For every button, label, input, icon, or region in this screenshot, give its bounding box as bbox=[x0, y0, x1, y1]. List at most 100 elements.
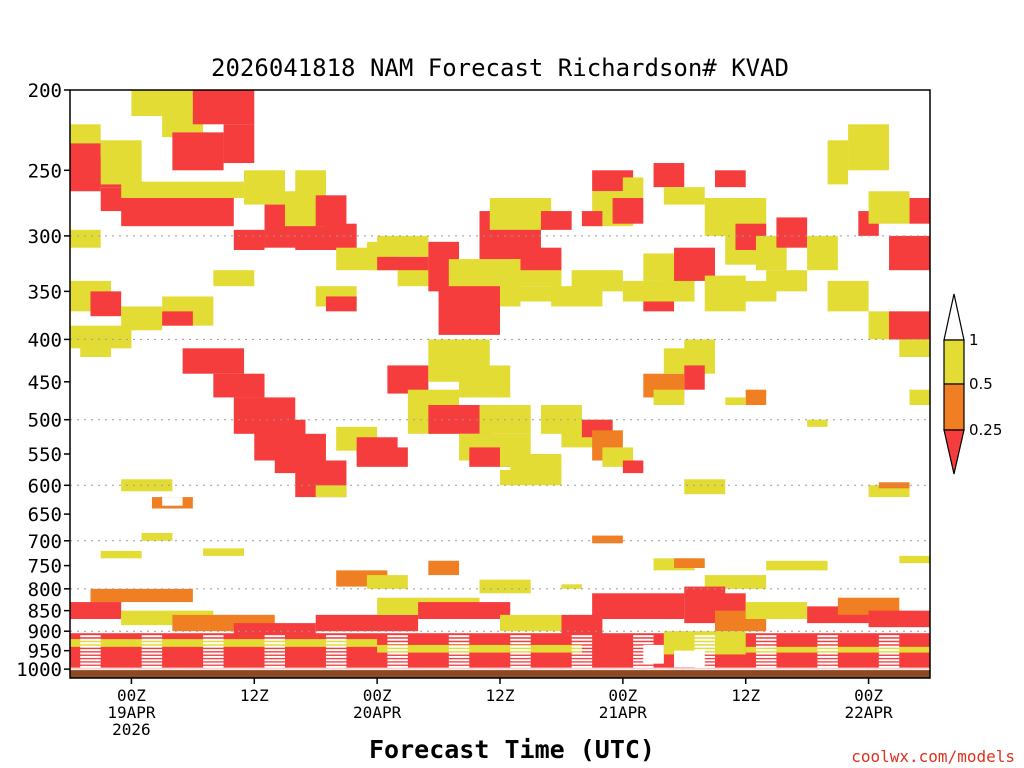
heatmap-cell bbox=[244, 170, 285, 205]
heatmap-cell-gap bbox=[510, 642, 531, 645]
x-tick-label: 00Z bbox=[363, 686, 392, 705]
heatmap-cell-gap bbox=[203, 659, 224, 662]
heatmap-cell-gap bbox=[80, 655, 101, 658]
heatmap-cell-gap bbox=[325, 659, 347, 662]
y-tick-label: 700 bbox=[28, 531, 62, 553]
heatmap-cell bbox=[622, 177, 644, 198]
heatmap-cell-gap bbox=[264, 665, 285, 668]
heatmap-cell bbox=[182, 348, 245, 374]
heatmap-cell bbox=[909, 389, 930, 406]
heatmap-cell-gap bbox=[80, 665, 101, 668]
heatmap-cell bbox=[848, 124, 890, 171]
heatmap-cell-gap bbox=[633, 638, 654, 641]
heatmap-cell-gap bbox=[817, 638, 838, 641]
heatmap-cell-gap bbox=[448, 645, 470, 648]
heatmap-cell-gap bbox=[571, 665, 593, 668]
heatmap-cell-gap bbox=[694, 649, 715, 652]
heatmap-cell-gap bbox=[510, 638, 531, 641]
heatmap-cell-gap bbox=[878, 655, 900, 658]
heatmap-cell-gap bbox=[878, 642, 900, 645]
heatmap-cell-gap bbox=[387, 649, 408, 652]
heatmap-cell bbox=[438, 286, 500, 335]
heatmap-cell bbox=[510, 453, 562, 486]
heatmap-cell-gap bbox=[448, 659, 470, 662]
heatmap-cell-gap bbox=[448, 665, 470, 668]
heatmap-cell-gap bbox=[325, 652, 347, 655]
heatmap-cell-clear bbox=[70, 667, 930, 669]
heatmap-cell-gap bbox=[325, 635, 347, 638]
heatmap-cell-gap bbox=[510, 659, 531, 662]
legend-swatch-0.5-1 bbox=[943, 339, 965, 385]
heatmap-cell-gap bbox=[448, 649, 470, 652]
heatmap-cell bbox=[500, 614, 562, 632]
heatmap-cell-gap bbox=[755, 642, 777, 645]
heatmap-cell-gap bbox=[817, 645, 838, 648]
heatmap-cell bbox=[213, 373, 265, 398]
heatmap-cell-gap bbox=[387, 645, 408, 648]
heatmap-cell-gap bbox=[510, 652, 531, 655]
heatmap-cell-gap bbox=[571, 649, 593, 652]
heatmap-cell-gap bbox=[755, 655, 777, 658]
heatmap-cell-gap bbox=[571, 638, 593, 641]
heatmap-cell bbox=[684, 586, 726, 598]
heatmap-cell-gap bbox=[141, 638, 163, 641]
heatmap-cell-gap bbox=[325, 642, 347, 645]
heatmap-cell-gap bbox=[571, 635, 593, 638]
x-tick-label: 22APR bbox=[844, 703, 893, 722]
heatmap-cell bbox=[878, 482, 910, 489]
heatmap-cell-gap bbox=[878, 638, 900, 641]
heatmap-cell bbox=[520, 247, 562, 271]
heatmap-cell bbox=[745, 389, 767, 406]
x-tick-label: 00Z bbox=[117, 686, 146, 705]
color-legend: 1 0.5 0.25 bbox=[943, 293, 1002, 475]
heatmap-cell-gap bbox=[448, 635, 470, 638]
heatmap-cell-gap bbox=[80, 638, 101, 641]
y-tick-label: 600 bbox=[28, 475, 62, 497]
x-tick-label: 00Z bbox=[608, 686, 637, 705]
heatmap-cell-gap bbox=[264, 652, 285, 655]
y-axis-ticks: 200 250 300 350 400 450 500 550 600 650 700 7508008… bbox=[16, 80, 70, 681]
heatmap-cell-gap bbox=[203, 662, 224, 665]
heatmap-cell bbox=[684, 479, 726, 495]
heatmap-cell-gap bbox=[571, 659, 593, 662]
heatmap-cell-gap bbox=[755, 659, 777, 662]
heatmap-cell bbox=[643, 301, 675, 312]
heatmap-cell bbox=[571, 270, 623, 292]
heatmap-cell bbox=[592, 593, 685, 620]
heatmap-cell bbox=[203, 548, 245, 556]
heatmap-cell bbox=[295, 170, 326, 193]
heatmap-cell-gap bbox=[878, 659, 900, 662]
heatmap-cell-gap bbox=[817, 659, 838, 662]
y-tick-label: 200 bbox=[28, 80, 62, 102]
x-tick-label: 12Z bbox=[240, 686, 269, 705]
heatmap-cell-gap bbox=[325, 638, 347, 641]
heatmap-cell-gap bbox=[633, 642, 654, 645]
heatmap-cell bbox=[70, 229, 101, 248]
heatmap-cell-gap bbox=[387, 662, 408, 665]
heatmap-cell-gap bbox=[694, 645, 715, 648]
heatmap-cell bbox=[674, 558, 705, 568]
heatmap-cell bbox=[387, 365, 429, 394]
heatmap-cell-gap bbox=[325, 655, 347, 658]
heatmap-cell-gap bbox=[387, 665, 408, 668]
heatmap-cell-gap bbox=[448, 652, 470, 655]
heatmap-cell bbox=[837, 597, 900, 615]
heatmap-cell-gap bbox=[510, 662, 531, 665]
heatmap-cell bbox=[827, 280, 869, 312]
heatmap-cell bbox=[315, 195, 347, 227]
y-tick-label: 400 bbox=[28, 329, 62, 351]
y-tick-label: 950 bbox=[28, 641, 62, 663]
heatmap-cell bbox=[807, 419, 828, 427]
heatmap-cell-gap bbox=[80, 642, 101, 645]
heatmap-cell bbox=[561, 584, 582, 589]
heatmap-cell bbox=[561, 614, 603, 636]
heatmap-cell-gap bbox=[755, 638, 777, 641]
heatmap-cell-gap bbox=[448, 642, 470, 645]
heatmap-cell-gap bbox=[755, 645, 777, 648]
heatmap-cell bbox=[192, 90, 255, 125]
heatmap-cell bbox=[592, 535, 623, 544]
heatmap-cell bbox=[479, 579, 531, 594]
y-tick-label: 1000 bbox=[16, 659, 62, 681]
heatmap-cell-gap bbox=[80, 645, 101, 648]
heatmap-cell-gap bbox=[141, 665, 163, 668]
